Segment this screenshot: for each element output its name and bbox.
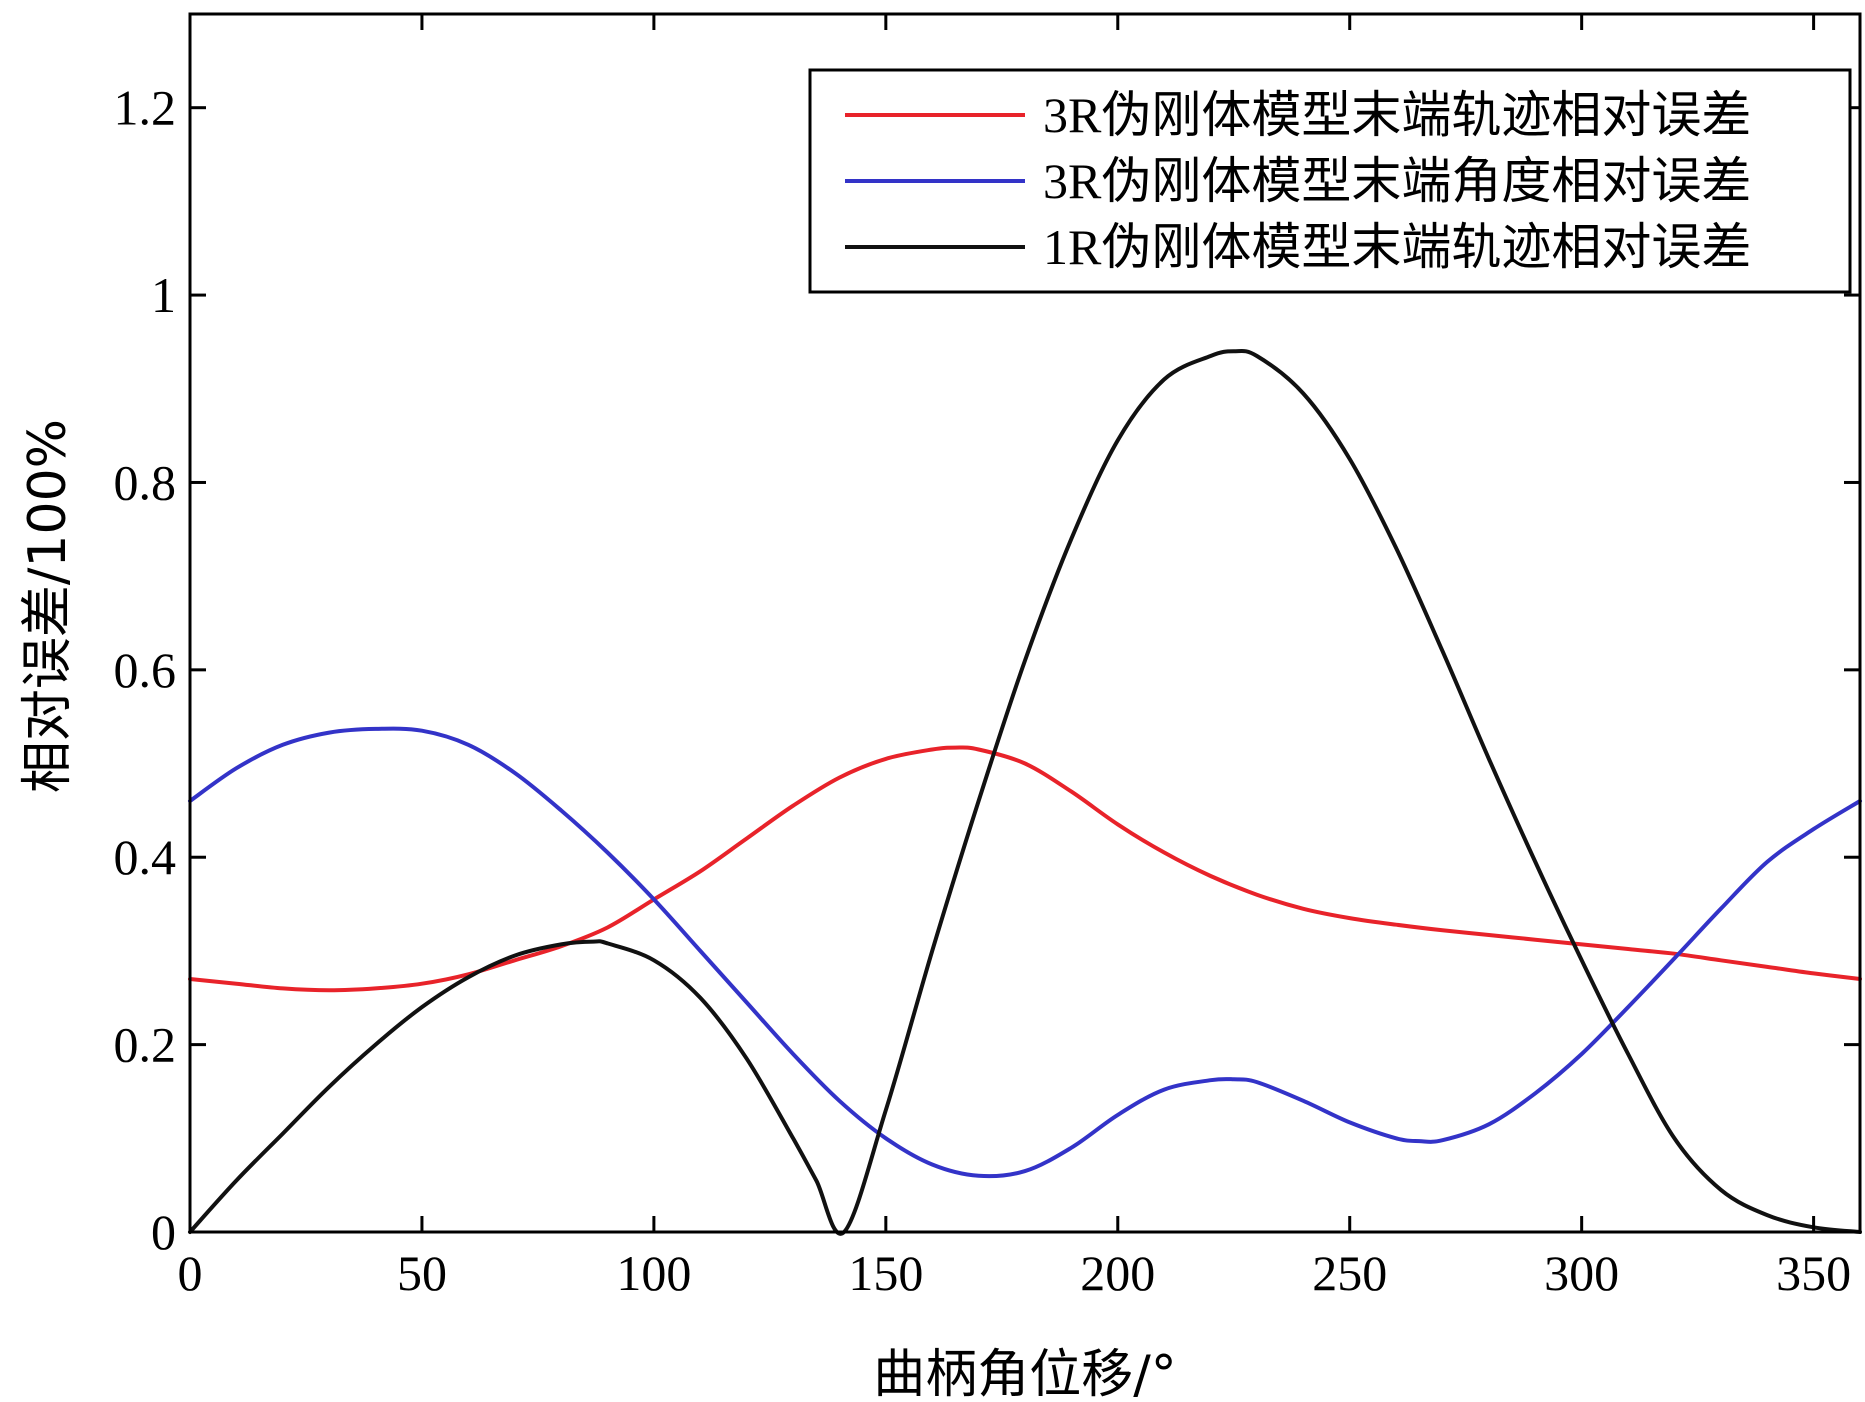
y-tick-label: 1.2 bbox=[114, 80, 177, 136]
x-tick-label: 300 bbox=[1544, 1245, 1619, 1301]
x-tick-label: 0 bbox=[178, 1245, 203, 1301]
x-tick-label: 50 bbox=[397, 1245, 447, 1301]
legend-label-3: 1R伪刚体模型末端轨迹相对误差 bbox=[1043, 219, 1751, 275]
legend: 3R伪刚体模型末端轨迹相对误差 3R伪刚体模型末端角度相对误差 1R伪刚体模型末端轨… bbox=[808, 68, 1852, 294]
x-axis-label: 曲柄角位移/° bbox=[873, 1345, 1177, 1402]
x-tick-label: 250 bbox=[1312, 1245, 1387, 1301]
series-line-2 bbox=[188, 726, 1862, 1179]
x-tick-label: 150 bbox=[848, 1245, 923, 1301]
x-tick-label: 350 bbox=[1776, 1245, 1851, 1301]
x-tick-label: 100 bbox=[616, 1245, 691, 1301]
y-tick-label: 1 bbox=[151, 267, 176, 323]
y-axis-label: 相对误差/100% bbox=[18, 419, 78, 793]
legend-label-1: 3R伪刚体模型末端轨迹相对误差 bbox=[1043, 87, 1751, 143]
y-tick-label: 0.8 bbox=[114, 454, 177, 510]
ticks-layer: 0 50 100 150 200 250 300 350 0 0.2 0.4 0.6 0.8 1 1.2 bbox=[114, 14, 1860, 1301]
series-line-3 bbox=[188, 348, 1862, 1236]
legend-label-2: 3R伪刚体模型末端角度相对误差 bbox=[1043, 153, 1751, 209]
legend-items: 3R伪刚体模型末端轨迹相对误差 3R伪刚体模型末端角度相对误差 1R伪刚体模型末端轨… bbox=[845, 87, 1751, 275]
y-tick-label: 0.6 bbox=[114, 642, 177, 698]
plot-frame bbox=[188, 12, 1862, 1234]
series-layer bbox=[188, 348, 1862, 1236]
y-tick-label: 0.4 bbox=[114, 829, 177, 885]
y-tick-label: 0.2 bbox=[114, 1017, 177, 1073]
x-tick-label: 200 bbox=[1080, 1245, 1155, 1301]
y-tick-label: 0 bbox=[151, 1204, 176, 1260]
